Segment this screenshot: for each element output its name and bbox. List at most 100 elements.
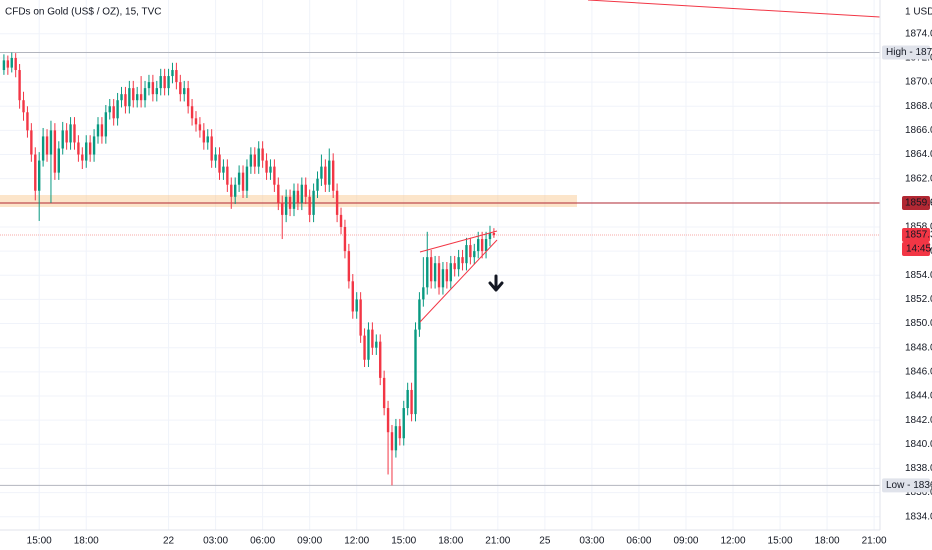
candle-body (147, 82, 151, 89)
candle-body (316, 178, 319, 191)
candle-body (273, 166, 276, 185)
x-tick-label: 18:00 (438, 536, 463, 547)
price-label-box (882, 45, 930, 60)
candle-body (241, 172, 245, 191)
price-label: High - 1872.45 (886, 47, 932, 58)
candle-body (171, 70, 174, 77)
candle-body (386, 408, 390, 433)
currency: 1 USD (905, 7, 932, 18)
candle-body (143, 88, 147, 101)
candle-body (414, 329, 417, 415)
candle-body (61, 130, 64, 149)
candle-body (179, 82, 182, 95)
candle-body (433, 263, 437, 282)
candle-body (328, 160, 331, 185)
wedge-upper (419, 230, 498, 253)
price-label: Low - 1836.60 (886, 480, 932, 491)
candle-body (233, 184, 237, 197)
candle-body (226, 166, 229, 185)
candle-body (45, 136, 49, 155)
candle-body (41, 136, 45, 161)
x-tick-label: 06:00 (250, 536, 275, 547)
y-tick-label: 1844.00 (905, 391, 932, 402)
candle-body (151, 82, 155, 95)
y-tick-label: 1834.00 (905, 511, 932, 522)
candle-body (453, 263, 456, 270)
candle-body (480, 239, 484, 252)
candle-body (484, 239, 488, 252)
wedge-lower (419, 239, 498, 323)
candle-body (422, 287, 425, 300)
y-tick-label: 1864.00 (905, 149, 932, 160)
x-tick-label: 22 (163, 536, 175, 547)
support-zone (0, 195, 577, 207)
candle-body (426, 257, 429, 288)
candle-body (202, 130, 206, 143)
candle-body (30, 130, 33, 155)
candle-body (190, 106, 194, 119)
candle-body (335, 190, 339, 215)
candle-body (363, 335, 366, 360)
candle-body (96, 124, 100, 137)
candle-body (465, 245, 468, 264)
countdown: 14:45 (906, 244, 931, 255)
candle-body (359, 299, 362, 336)
candle-body (324, 166, 327, 185)
price-label-box (882, 478, 930, 493)
candle-body (22, 100, 25, 113)
candle-body (390, 432, 394, 451)
candle-body (124, 94, 127, 107)
candle-body (394, 426, 398, 451)
candle-body (155, 88, 158, 95)
y-tick-label: 1868.00 (905, 101, 932, 112)
candle-body (461, 257, 464, 264)
candle-body (167, 76, 170, 89)
y-tick-label: 1846.00 (905, 366, 932, 377)
candle-body (312, 190, 315, 215)
candle-body (159, 76, 162, 89)
candle-body (108, 106, 111, 113)
candle-body (347, 251, 351, 282)
down-arrow (488, 274, 504, 292)
candle-body (135, 94, 139, 101)
candle-body (371, 329, 374, 348)
y-tick-label: 1874.00 (905, 28, 932, 39)
candle-body (284, 196, 288, 215)
x-tick-label: 18:00 (815, 536, 840, 547)
candle-body (445, 269, 449, 282)
candle-body (245, 166, 249, 191)
candle-body (49, 130, 53, 155)
candle-body (210, 136, 213, 161)
price-label-box (902, 195, 930, 210)
candle-body (351, 281, 354, 312)
y-tick-label: 1850.00 (905, 318, 932, 329)
candle-body (488, 233, 492, 240)
candle-body (2, 60, 6, 71)
candle-body (112, 106, 115, 119)
candle-body (331, 160, 335, 191)
price-label: 1857.33 (905, 230, 932, 241)
candle-body (206, 136, 209, 143)
candle-body (81, 154, 84, 161)
price-label: 1859.99 (905, 198, 932, 209)
y-tick-label: 1854.00 (905, 270, 932, 281)
x-tick-label: 15:00 (27, 536, 52, 547)
candle-body (288, 196, 292, 209)
candle-body (57, 148, 60, 173)
candle-body (469, 245, 472, 258)
candle-body (175, 70, 178, 83)
candle-body (269, 166, 272, 173)
candle-body (14, 57, 17, 71)
candle-body (198, 124, 202, 131)
candle-body (343, 226, 347, 252)
candle-body (375, 341, 378, 348)
candle-body (37, 160, 41, 191)
candle-body (92, 136, 96, 155)
candle-body (477, 239, 480, 252)
candle-body (367, 329, 370, 360)
y-tick-label: 1842.00 (905, 415, 932, 426)
y-tick-label: 1836.00 (905, 487, 932, 498)
countdown-box (902, 242, 930, 257)
candle-body (139, 94, 143, 101)
